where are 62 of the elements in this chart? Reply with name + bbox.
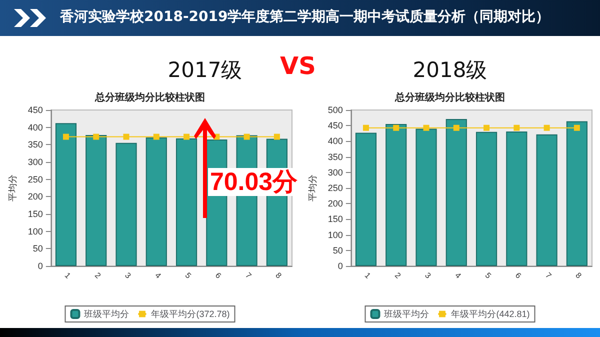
y-tick-label: 50	[32, 244, 43, 254]
x-tick-label: 4	[153, 270, 164, 281]
bar	[566, 121, 588, 266]
legend-label: 班级平均分	[84, 309, 130, 319]
bar	[386, 124, 407, 266]
x-tick-label: 4	[453, 270, 464, 281]
x-tick-label: 6	[513, 270, 524, 281]
y-tick-label: 200	[28, 192, 43, 202]
text: VS	[280, 52, 316, 80]
y-tick-label: 450	[328, 120, 343, 131]
x-tick-label: 7	[244, 270, 254, 281]
y-tick-label: 100	[328, 230, 343, 240]
y-tick-label: 0	[338, 261, 343, 271]
y-axis-title: 平均分	[8, 174, 18, 202]
bar	[355, 132, 377, 266]
y-axis-title: 平均分	[308, 174, 318, 202]
text: 香河实验学校2018-2019学年度第二学期高一期中考试质量分析（同期对比）	[60, 8, 550, 26]
y-tick-label: 400	[328, 136, 343, 146]
y-tick-label: 450	[28, 105, 43, 115]
y-tick-label: 200	[328, 198, 343, 209]
x-tick-label: 6	[213, 270, 224, 281]
bar	[476, 132, 498, 266]
x-tick-label: 7	[544, 270, 554, 281]
legend-label: 年级平均分(372.78)	[151, 309, 230, 319]
chart-title: 总分班级均分比较柱状图	[94, 92, 205, 104]
chart-subtitle: 2017级	[168, 58, 242, 82]
x-tick-label: 2	[92, 270, 103, 281]
x-tick-label: 1	[62, 270, 73, 281]
bar	[86, 134, 107, 266]
chart-subtitle: 2018级	[412, 58, 488, 82]
y-tick-label: 100	[28, 226, 43, 236]
x-tick-label: 8	[274, 270, 284, 281]
y-tick-label: 400	[28, 122, 43, 132]
x-tick-label: 3	[423, 270, 433, 281]
x-tick-label: 8	[574, 270, 584, 281]
y-tick-label: 350	[328, 152, 343, 162]
bar	[146, 137, 167, 266]
bar	[116, 142, 137, 266]
x-tick-label: 1	[362, 270, 373, 281]
x-tick-label: 3	[123, 270, 133, 281]
y-tick-label: 50	[332, 245, 343, 256]
x-tick-label: 5	[483, 270, 494, 281]
y-tick-label: 150	[28, 209, 43, 219]
y-tick-label: 0	[38, 261, 43, 271]
x-tick-label: 5	[183, 270, 194, 281]
y-tick-label: 250	[328, 183, 343, 193]
bar	[446, 119, 467, 266]
y-tick-label: 300	[28, 157, 43, 167]
y-tick-label: 300	[328, 167, 343, 178]
chart-title: 总分班级均分比较柱状图	[394, 92, 505, 104]
x-tick-label: 2	[392, 270, 403, 281]
bar	[506, 132, 528, 266]
y-tick-label: 150	[328, 214, 343, 224]
bar	[416, 128, 437, 266]
legend-label: 班级平均分	[384, 309, 430, 319]
y-tick-label: 350	[28, 140, 43, 150]
legend-label: 年级平均分(442.81)	[451, 309, 530, 319]
annotation: 70.03分	[208, 168, 300, 196]
y-tick-label: 250	[28, 174, 43, 184]
bar	[536, 134, 558, 266]
y-tick-label: 500	[328, 105, 343, 115]
bar	[55, 123, 77, 266]
